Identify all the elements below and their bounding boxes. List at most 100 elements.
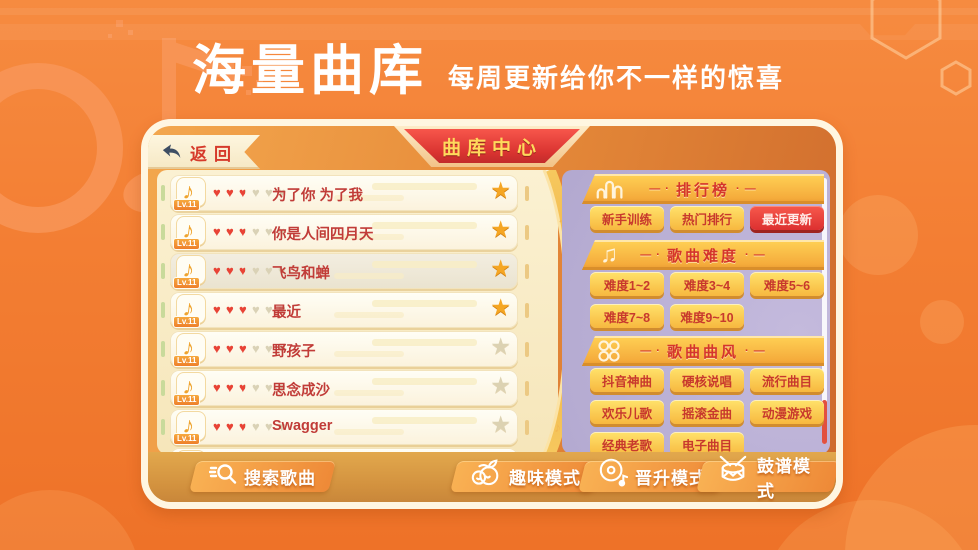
filter-button[interactable]: 新手训练 (590, 206, 664, 230)
header-deco: · — (745, 345, 766, 357)
mode-button-inner: 趣味模式 (454, 459, 597, 492)
song-row[interactable]: ♪ Lv.11 ♥ ♥ ♥ ♥ ♥ ♥ ♥ ♥ ♥ 你是人间四月天 ★ (161, 214, 529, 250)
song-row[interactable]: ♪ Lv.11 ♥ ♥ ♥ ♥ ♥ ♥ ♥ ♥ ♥ 飞鸟和蝉 ★ (161, 253, 529, 289)
background-circle (920, 300, 964, 344)
filter-button[interactable]: 难度9~10 (670, 304, 744, 328)
favorite-star-icon[interactable]: ★ (490, 177, 511, 203)
filter-button[interactable]: 难度7~8 (590, 304, 664, 328)
difficulty-hearts: ♥ ♥ ♥ ♥ ♥ ♥ ♥ ♥ ♥ (213, 381, 290, 395)
heart-icon: ♥ ♥ (226, 263, 234, 278)
row-streak (371, 378, 477, 385)
song-row[interactable]: ♪ Lv.11 ♥ ♥ ♥ ♥ ♥ ♥ ♥ ♥ ♥ 最近 ★ (161, 292, 529, 328)
back-button[interactable]: 返回 (148, 135, 260, 169)
favorite-star-icon[interactable]: ★ (490, 372, 511, 398)
row-streak (333, 273, 404, 279)
row-streak (333, 390, 404, 396)
section-title: 歌曲难度 (666, 247, 739, 265)
song-level-badge: ♪ Lv.11 (173, 294, 206, 328)
filter-button[interactable]: 动漫游戏 (750, 400, 824, 424)
heart-icon: ♥ (278, 302, 286, 317)
heart-icon: ♥ (278, 419, 286, 434)
song-row[interactable]: ♪ Lv.11 ♥ ♥ ♥ ♥ ♥ ♥ ♥ ♥ ♥ Swagger ★ (161, 409, 529, 445)
level-label: Lv.11 (173, 199, 201, 211)
filter-section-header: — · 排行榜 · — (582, 174, 824, 204)
panel-scrollbar-thumb[interactable] (822, 400, 827, 444)
row-streak (333, 429, 404, 435)
row-accent-left (161, 341, 165, 357)
heart-icon: ♥ ♥ (226, 341, 234, 356)
heart-icon: ♥ ♥ (213, 224, 221, 239)
row-streak (371, 261, 477, 268)
song-row[interactable]: ♪ Lv.11 ♥ ♥ ♥ ♥ ♥ ♥ ♥ ♥ ♥ 思念成沙 ★ (161, 370, 529, 406)
row-streak (333, 195, 404, 201)
level-label: Lv.11 (173, 355, 201, 367)
filter-button[interactable]: 抖音神曲 (590, 368, 664, 392)
hexagon-decoration (870, 0, 972, 96)
heart-icon: ♥ (252, 419, 260, 434)
level-label: Lv.11 (173, 433, 201, 445)
filter-button[interactable]: 热门排行 (670, 206, 744, 230)
heart-icon: ♥ (252, 341, 260, 356)
heart-icon: ♥ (265, 302, 273, 317)
row-accent-left (161, 263, 165, 279)
heart-icon: ♥ (265, 419, 273, 434)
row-streak (333, 234, 404, 240)
filter-button[interactable]: 硬核说唱 (670, 368, 744, 392)
header-deco: — · (640, 249, 661, 261)
song-row[interactable]: ♪ Lv.11 ♥ ♥ ♥ ♥ ♥ ♥ ♥ ♥ ♥ 为了你 为了我 ★ (161, 175, 529, 211)
podium-icon (596, 180, 623, 199)
mode-label: 搜索歌曲 (244, 469, 316, 488)
song-title: 野孩子 (272, 344, 316, 360)
filter-button[interactable]: 最近更新 (750, 206, 824, 230)
filter-button[interactable]: 摇滚金曲 (670, 400, 744, 424)
filter-panel: — · 排行榜 · — 新手训练 热门排行 最近更新 ♫ — · 歌曲难度 · — … (562, 170, 830, 454)
filter-buttons: 新手训练 热门排行 最近更新 (590, 206, 824, 230)
mode-button[interactable]: 鼓谱模式 (696, 455, 836, 501)
difficulty-hearts: ♥ ♥ ♥ ♥ ♥ ♥ ♥ ♥ ♥ (213, 264, 290, 278)
mode-button[interactable]: 趣味模式 (450, 459, 601, 492)
filter-button[interactable]: 难度1~2 (590, 272, 664, 296)
favorite-star-icon[interactable]: ★ (490, 216, 511, 242)
mode-label: 趣味模式 (509, 469, 581, 488)
heart-icon: ♥ (252, 380, 260, 395)
filter-button[interactable]: 流行曲目 (750, 368, 824, 392)
filter-button[interactable]: 欢乐儿歌 (590, 400, 664, 424)
song-row[interactable]: ♪ Lv.11 ♥ ♥ ♥ ♥ ♥ ♥ ♥ ♥ ♥ 野孩子 ★ (161, 331, 529, 367)
mode-button[interactable]: 搜索歌曲 (189, 461, 336, 492)
favorite-star-icon[interactable]: ★ (490, 333, 511, 359)
favorite-star-icon[interactable]: ★ (490, 411, 511, 437)
song-level-badge: ♪ Lv.11 (173, 333, 206, 367)
filter-button[interactable]: 电子曲目 (670, 432, 744, 454)
page-subtitle: 每周更新给你不一样的惊喜 (448, 63, 785, 93)
song-level-badge: ♪ Lv.11 (173, 372, 206, 406)
heart-icon: ♥ (252, 302, 260, 317)
filter-section-header: ♫ — · 歌曲难度 · — (582, 240, 824, 270)
heart-icon: ♥ ♥ (226, 185, 234, 200)
back-arrow-icon (162, 143, 181, 158)
filter-button[interactable]: 难度3~4 (670, 272, 744, 296)
header-deco: — · (640, 345, 661, 357)
song-list-panel: ♪ Lv.11 ♥ ♥ ♥ ♥ ♥ ♥ ♥ ♥ ♥ 为了你 为了我 ★ ♪ Lv.11 ♥ ♥ ♥ ♥… (157, 170, 558, 454)
filter-section: ♫ — · 歌曲难度 · — 难度1~2 难度3~4 难度5~6 难度7~8 难度9~1… (562, 240, 830, 328)
row-accent-right (525, 420, 529, 435)
favorite-star-icon[interactable]: ★ (490, 294, 511, 320)
song-title: 最近 (272, 305, 301, 321)
mode-button[interactable]: 晋升模式 (578, 458, 727, 492)
mode-button-inner: 鼓谱模式 (700, 455, 836, 501)
filter-button[interactable]: 经典老歌 (590, 432, 664, 454)
difficulty-hearts: ♥ ♥ ♥ ♥ ♥ ♥ ♥ ♥ ♥ (213, 303, 290, 317)
song-level-badge: ♪ Lv.11 (173, 177, 206, 211)
filter-button[interactable]: 难度5~6 (750, 272, 824, 296)
drum-icon (719, 455, 747, 481)
podium-icon-box (592, 176, 626, 202)
heart-icon: ♥ ♥ (226, 380, 234, 395)
heart-icon: ♥ (278, 341, 286, 356)
music-notes-icon: ♫ (600, 241, 618, 268)
heart-icon: ♥ (278, 185, 286, 200)
song-level-badge: ♪ Lv.11 (173, 411, 206, 445)
music-notes-icon-box: ♫ (592, 242, 626, 268)
favorite-star-icon[interactable]: ★ (490, 255, 511, 281)
drum-icon-box (716, 455, 750, 491)
card-inner: 返回 曲库中心 ♪ Lv.11 ♥ ♥ ♥ ♥ ♥ ♥ ♥ ♥ ♥ 为了你 为了我 ★ ♪ Lv… (148, 126, 836, 502)
song-library-card: 返回 曲库中心 ♪ Lv.11 ♥ ♥ ♥ ♥ ♥ ♥ ♥ ♥ ♥ 为了你 为了我 ★ ♪ Lv… (141, 119, 843, 509)
